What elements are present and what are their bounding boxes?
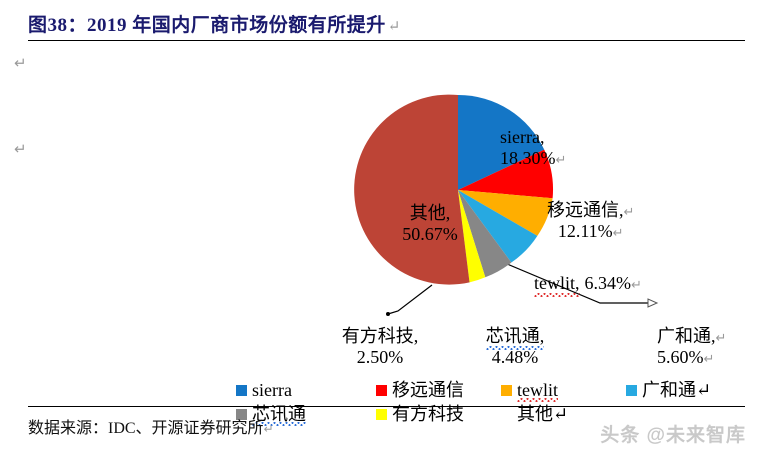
margin-paragraph-return-icon-1: ↵ xyxy=(14,55,27,72)
pie-slices xyxy=(354,94,554,285)
legend-item-xinxun[interactable]: 芯讯通 xyxy=(236,404,376,426)
data-label-tewlit-value: 6.34% xyxy=(584,273,632,293)
data-label-qita-name: 其他, xyxy=(409,203,451,223)
data-label-youfang-name: 有方科技, xyxy=(341,326,419,346)
title-divider-rule xyxy=(28,40,745,41)
pie-chart: sierra, 18.30%↵ 移远通信,↵ 12.11%↵ tewlit, 6.… xyxy=(0,45,770,426)
legend-row-1: sierra 移远通信 tewlit 广和通 ↵ xyxy=(236,381,736,405)
page-title: 图38：2019 年国内厂商市场份额有所提升 ↵ xyxy=(28,10,401,37)
data-label-qita-value: 50.67% xyxy=(402,224,458,245)
data-label-yiyuan-value: 12.11% xyxy=(557,221,613,242)
data-label-guanghe-name-line: 广和通,↵ xyxy=(657,326,726,347)
leader-line-youfang xyxy=(387,284,433,315)
legend-label-yiyuan: 移远通信 xyxy=(392,380,464,400)
legend-swatch-sierra xyxy=(236,384,247,396)
paragraph-return-icon: ↵ xyxy=(715,330,727,345)
legend-swatch-guanghe xyxy=(626,384,637,396)
legend-item-youfang[interactable]: 有方科技 xyxy=(376,405,501,423)
paragraph-return-icon: ↵ xyxy=(696,380,712,400)
pie-slice-yiyuan xyxy=(458,149,554,199)
leader-dot-youfang xyxy=(386,312,390,316)
data-label-yiyuan-value-line: 12.11%↵ xyxy=(547,221,634,242)
legend-label-youfang: 有方科技 xyxy=(392,404,464,424)
data-label-tewlit: tewlit, 6.34%↵ xyxy=(534,273,642,298)
paragraph-return-icon: ↵ xyxy=(263,422,274,436)
paragraph-return-icon: ↵ xyxy=(555,152,567,168)
data-label-tewlit-name: tewlit, xyxy=(534,273,580,298)
pie-slice-xinxun xyxy=(458,190,512,278)
data-label-youfang: 有方科技, 2.50% xyxy=(325,326,435,368)
paragraph-return-icon: ↵ xyxy=(623,204,635,219)
data-label-sierra-value-line: 18.30%↵ xyxy=(500,148,566,169)
data-label-xinxun-value: 4.48% xyxy=(491,347,539,368)
legend-swatch-yiyuan xyxy=(376,384,387,396)
leader-line-guanghe xyxy=(499,260,648,304)
legend-item-sierra[interactable]: sierra xyxy=(236,381,376,399)
legend-label-qita: 其他 xyxy=(517,404,553,424)
legend-label-tewlit: tewlit xyxy=(517,380,558,402)
data-label-xinxun-name-line: 芯讯通, xyxy=(470,326,560,351)
paragraph-return-icon: ↵ xyxy=(612,225,624,241)
data-label-yiyuan-name: 移远通信, xyxy=(547,200,624,220)
data-label-sierra-value: 18.30% xyxy=(500,148,556,169)
legend-label-xinxun: 芯讯通 xyxy=(252,404,306,426)
legend-swatch-tewlit xyxy=(501,384,512,396)
data-label-sierra-name: sierra, xyxy=(500,127,545,147)
data-label-guanghe: 广和通,↵ 5.60%↵ xyxy=(657,326,726,368)
pie-slice-youfang xyxy=(458,190,486,283)
data-label-sierra: sierra, 18.30%↵ xyxy=(500,127,566,169)
pie-slice-qita xyxy=(354,94,470,285)
source-note-text: 数据来源：IDC、开源证券研究所 xyxy=(28,420,264,437)
legend-item-qita[interactable]: 其他 ↵ xyxy=(501,405,568,423)
data-label-xinxun-name: 芯讯通, xyxy=(485,326,545,351)
leader-arrow-guanghe xyxy=(647,298,659,308)
pie-slice-guanghe xyxy=(458,190,538,263)
footer-divider-rule xyxy=(28,406,745,407)
data-label-guanghe-name: 广和通, xyxy=(657,326,716,346)
data-label-yiyuan: 移远通信,↵ 12.11%↵ xyxy=(547,200,634,242)
legend-label-sierra: sierra xyxy=(252,380,292,400)
data-label-xinxun: 芯讯通, 4.48% xyxy=(470,326,560,368)
watermark: 头条 @未来智库 xyxy=(600,425,746,446)
paragraph-return-icon: ↵ xyxy=(553,404,569,424)
chart-legend: sierra 移远通信 tewlit 广和通 ↵ 芯讯通 有方科技 xyxy=(236,381,736,429)
paragraph-return-icon: ↵ xyxy=(631,277,642,292)
data-label-guanghe-value: 5.60% xyxy=(657,347,704,368)
legend-item-tewlit[interactable]: tewlit xyxy=(501,380,626,402)
data-label-youfang-value: 2.50% xyxy=(356,347,404,368)
legend-label-guanghe: 广和通 xyxy=(642,380,696,400)
margin-paragraph-return-icon-2: ↵ xyxy=(14,141,27,158)
pie-chart-svg xyxy=(354,94,659,316)
legend-swatch-xinxun xyxy=(236,408,247,420)
legend-item-yiyuan[interactable]: 移远通信 xyxy=(376,381,501,399)
source-note: 数据来源：IDC、开源证券研究所↵ xyxy=(28,414,274,438)
paragraph-return-icon: ↵ xyxy=(387,19,401,35)
legend-item-guanghe[interactable]: 广和通 ↵ xyxy=(626,381,711,399)
pie-slice-sierra xyxy=(458,94,545,190)
data-label-qita: 其他, 50.67% xyxy=(370,203,490,245)
legend-swatch-youfang xyxy=(376,408,387,420)
legend-row-2: 芯讯通 有方科技 其他 ↵ xyxy=(236,405,736,429)
pie-slice-tewlit xyxy=(458,190,553,236)
data-label-yiyuan-name-line: 移远通信,↵ xyxy=(547,200,634,221)
data-label-guanghe-value-line: 5.60%↵ xyxy=(657,347,726,368)
figure-title-text: 图38：2019 年国内厂商市场份额有所提升 xyxy=(28,15,386,36)
paragraph-return-icon: ↵ xyxy=(703,351,715,367)
